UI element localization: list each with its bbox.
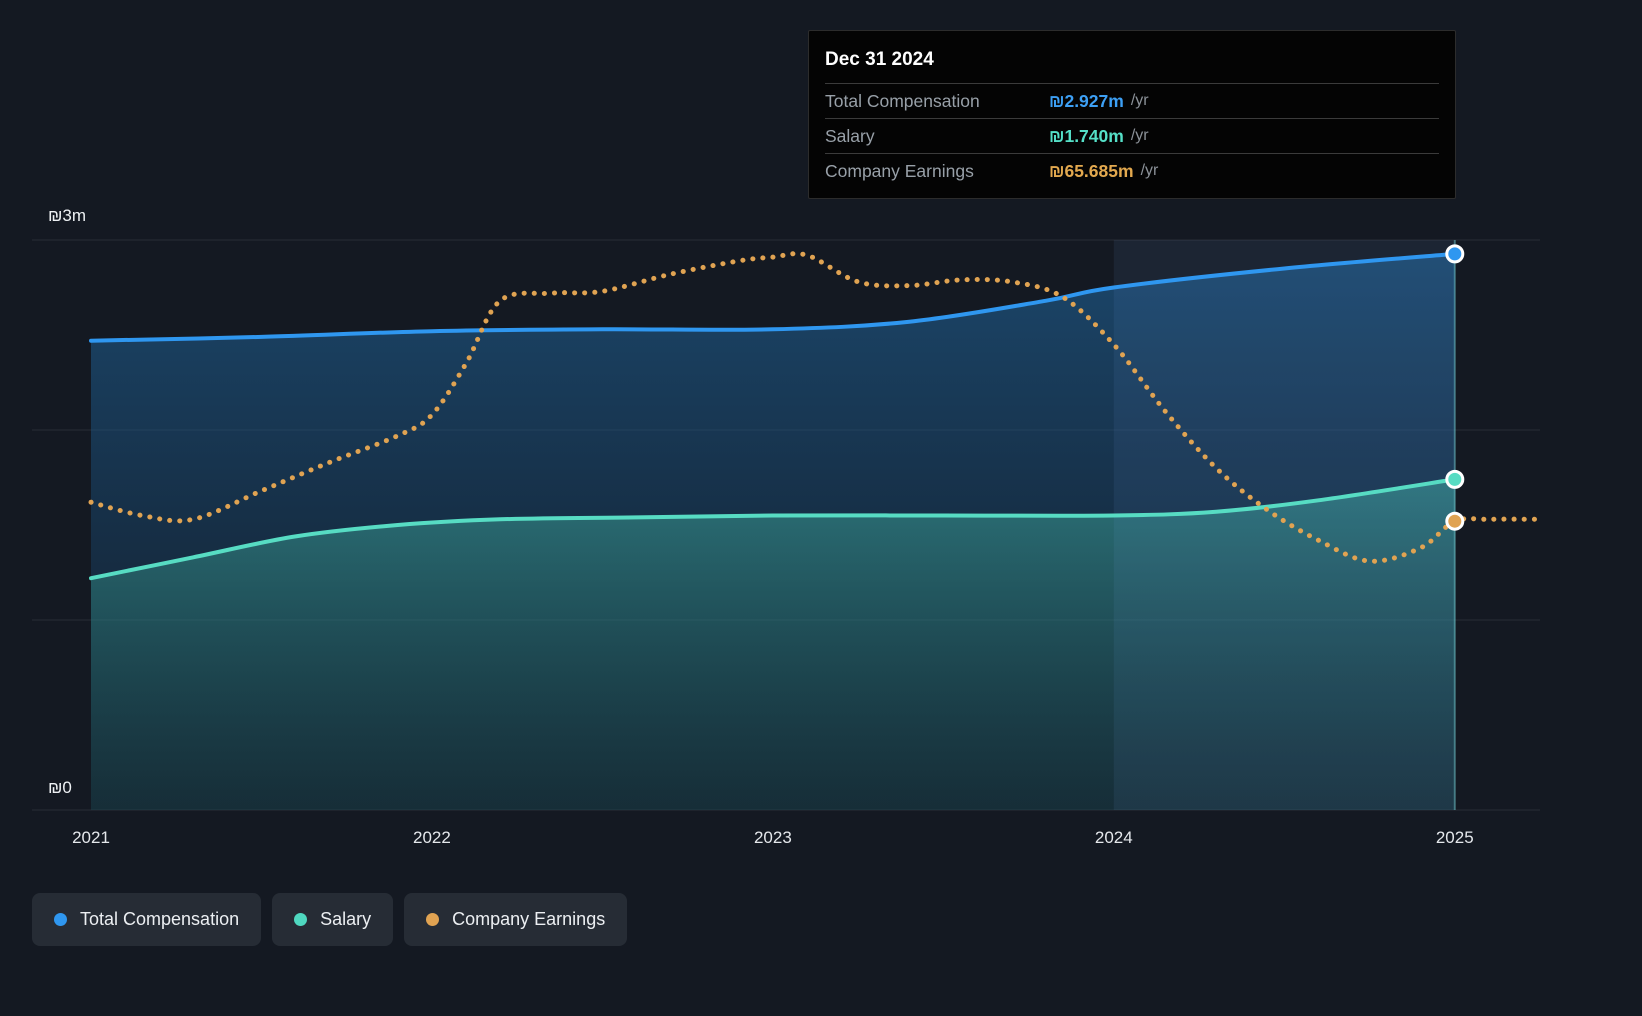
tooltip-date: Dec 31 2024 [825,49,934,70]
tooltip-suffix: /yr [1130,127,1149,144]
legend-item-company-earnings[interactable]: Company Earnings [404,893,628,946]
legend-dot-salary-icon [294,913,308,926]
legend-dot-company-earnings-icon [426,913,440,926]
tooltip-label: Total Compensation [825,90,980,111]
salary-marker-dot [1445,469,1465,489]
y-axis-label-bottom: ₪0 [48,778,72,797]
chart-tooltip: Dec 31 2024 Total Compensation ₪2.927m /… [808,30,1456,199]
x-axis-tick: 2022 [413,828,451,847]
x-axis-tick: 2025 [1435,828,1474,847]
highlight-band [1113,240,1455,810]
x-axis-tick: 2024 [1094,828,1133,847]
salary-line [89,477,1457,581]
chart-legend: Total Compensation Salary Company Earnin… [32,893,628,946]
legend-label: Salary [320,909,372,929]
legend-item-total-compensation[interactable]: Total Compensation [32,893,262,946]
company-earnings-line [88,251,1543,564]
tooltip-value: ₪1.740m [1049,125,1124,146]
total-compensation-line [89,251,1457,343]
tooltip-label: Salary [825,125,875,146]
tooltip-suffix: /yr [1140,162,1159,179]
tooltip-suffix: /yr [1130,92,1149,109]
tooltip-row-company-earnings: Company Earnings ₪65.685m /yr [825,153,1439,188]
y-axis-label-top: ₪3m [48,206,87,225]
tooltip-value: ₪65.685m [1049,160,1134,181]
legend-label: Total Compensation [80,909,240,929]
tooltip-value: ₪2.927m [1049,90,1124,111]
tooltip-row-total-compensation: Total Compensation ₪2.927m /yr [825,83,1439,118]
x-axis-tick: 2021 [72,828,110,847]
company-earnings-marker-dot [1445,511,1465,531]
legend-dot-total-compensation-icon [54,913,67,926]
legend-item-salary[interactable]: Salary [272,893,394,946]
tooltip-label: Company Earnings [825,160,974,181]
salary-area [91,479,1455,810]
tooltip-row-salary: Salary ₪1.740m /yr [825,118,1439,153]
x-axis-tick: 2023 [753,828,792,847]
legend-label: Company Earnings [452,909,606,929]
total-compensation-marker-dot [1445,244,1465,264]
